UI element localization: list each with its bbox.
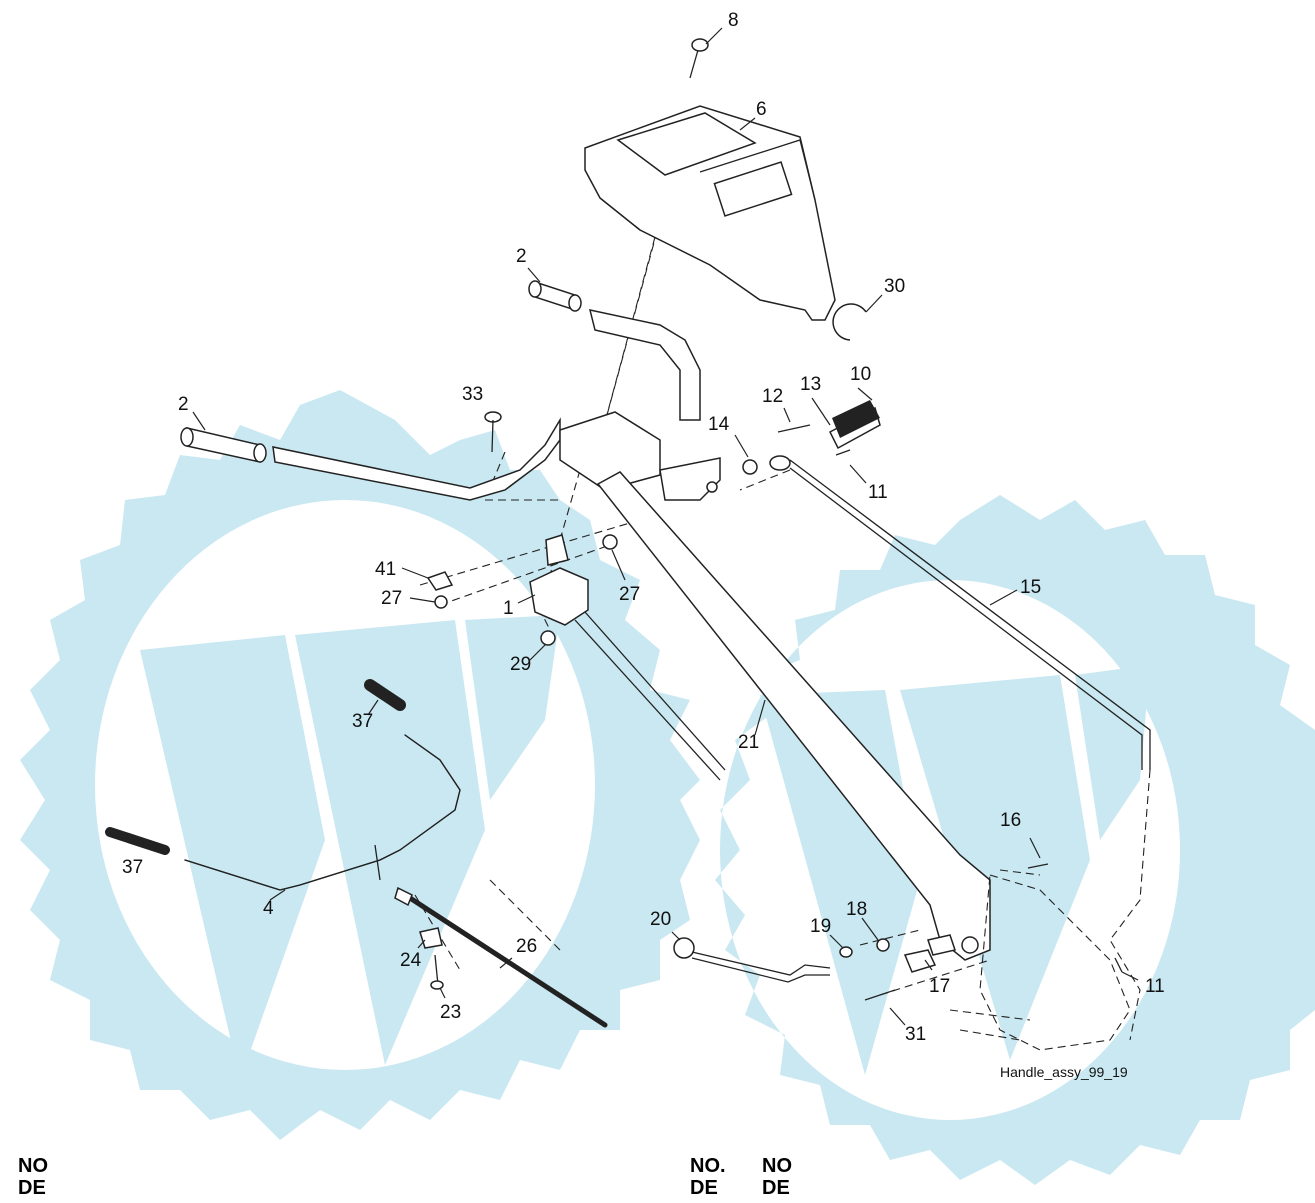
part-clip-30 xyxy=(832,303,867,341)
leader-lines xyxy=(149,27,1139,1026)
callout-11: 11 xyxy=(868,482,888,503)
watermark-wedge xyxy=(900,675,1090,1060)
callout-15: 15 xyxy=(1020,577,1041,598)
part-shift-rod-20 xyxy=(673,863,1123,1001)
header-de: DE xyxy=(762,1177,790,1199)
callout-1: 1 xyxy=(503,598,514,619)
callout-10: 10 xyxy=(850,364,871,385)
callout-2: 2 xyxy=(516,246,527,267)
watermark-wedge xyxy=(295,620,485,1065)
part-console-cover xyxy=(584,105,836,321)
part-grip-10 xyxy=(832,400,880,438)
table-header-left: NO DE xyxy=(18,1155,48,1199)
part-gear-housing xyxy=(949,874,1131,1051)
callout-26: 26 xyxy=(516,936,537,957)
callout-31: 31 xyxy=(905,1024,926,1045)
part-bolt-33 xyxy=(484,411,502,453)
callout-37: 37 xyxy=(122,857,143,878)
watermark-wedge xyxy=(465,615,560,800)
part-grip-2-left xyxy=(180,427,267,463)
callout-2: 2 xyxy=(178,394,189,415)
callout-21: 21 xyxy=(738,732,759,753)
watermark-wedge xyxy=(1075,665,1150,840)
callout-16: 16 xyxy=(1000,810,1021,831)
callout-18: 18 xyxy=(846,899,867,920)
callout-41: 41 xyxy=(375,559,396,580)
callout-37: 37 xyxy=(352,711,373,732)
callout-27: 27 xyxy=(381,588,402,609)
callout-23: 23 xyxy=(440,1002,461,1023)
callout-4: 4 xyxy=(263,898,274,919)
header-no: NO. xyxy=(690,1155,726,1177)
header-no: NO xyxy=(762,1155,792,1177)
callout-20: 20 xyxy=(650,909,671,930)
watermark-right-gear xyxy=(715,495,1315,1185)
drawing-reference-label: Handle_assy_99_19 xyxy=(1000,1064,1128,1080)
callout-8: 8 xyxy=(728,10,739,31)
part-handle-tube-21 xyxy=(596,471,991,961)
callout-14: 14 xyxy=(708,414,730,435)
table-header-right-part: NO DE xyxy=(762,1155,792,1199)
part-screw-8 xyxy=(689,38,709,79)
callout-11: 11 xyxy=(1145,976,1165,997)
callout-13: 13 xyxy=(800,374,821,395)
callout-24: 24 xyxy=(400,950,422,971)
callout-27: 27 xyxy=(619,584,640,605)
header-no: NO xyxy=(18,1155,48,1177)
part-handlebar xyxy=(272,309,721,501)
watermark-wedge xyxy=(140,635,325,1080)
watermark-left-gear xyxy=(20,390,700,1140)
part-nuts xyxy=(426,534,618,646)
callout-19: 19 xyxy=(810,916,831,937)
part-bracket-1 xyxy=(529,534,726,781)
callout-30: 30 xyxy=(884,276,905,297)
callout-33: 33 xyxy=(462,384,483,405)
header-de: DE xyxy=(18,1177,46,1199)
header-de: DE xyxy=(690,1177,718,1199)
table-header-right-ref: NO. DE xyxy=(690,1155,726,1199)
part-grip-2-right xyxy=(528,280,582,312)
callouts: 8 6 2 30 2 33 12 13 10 14 11 41 27 1 27 … xyxy=(122,10,1165,1080)
callout-12: 12 xyxy=(762,386,783,407)
callout-6: 6 xyxy=(756,99,767,120)
callout-17: 17 xyxy=(929,976,950,997)
callout-29: 29 xyxy=(510,654,531,675)
